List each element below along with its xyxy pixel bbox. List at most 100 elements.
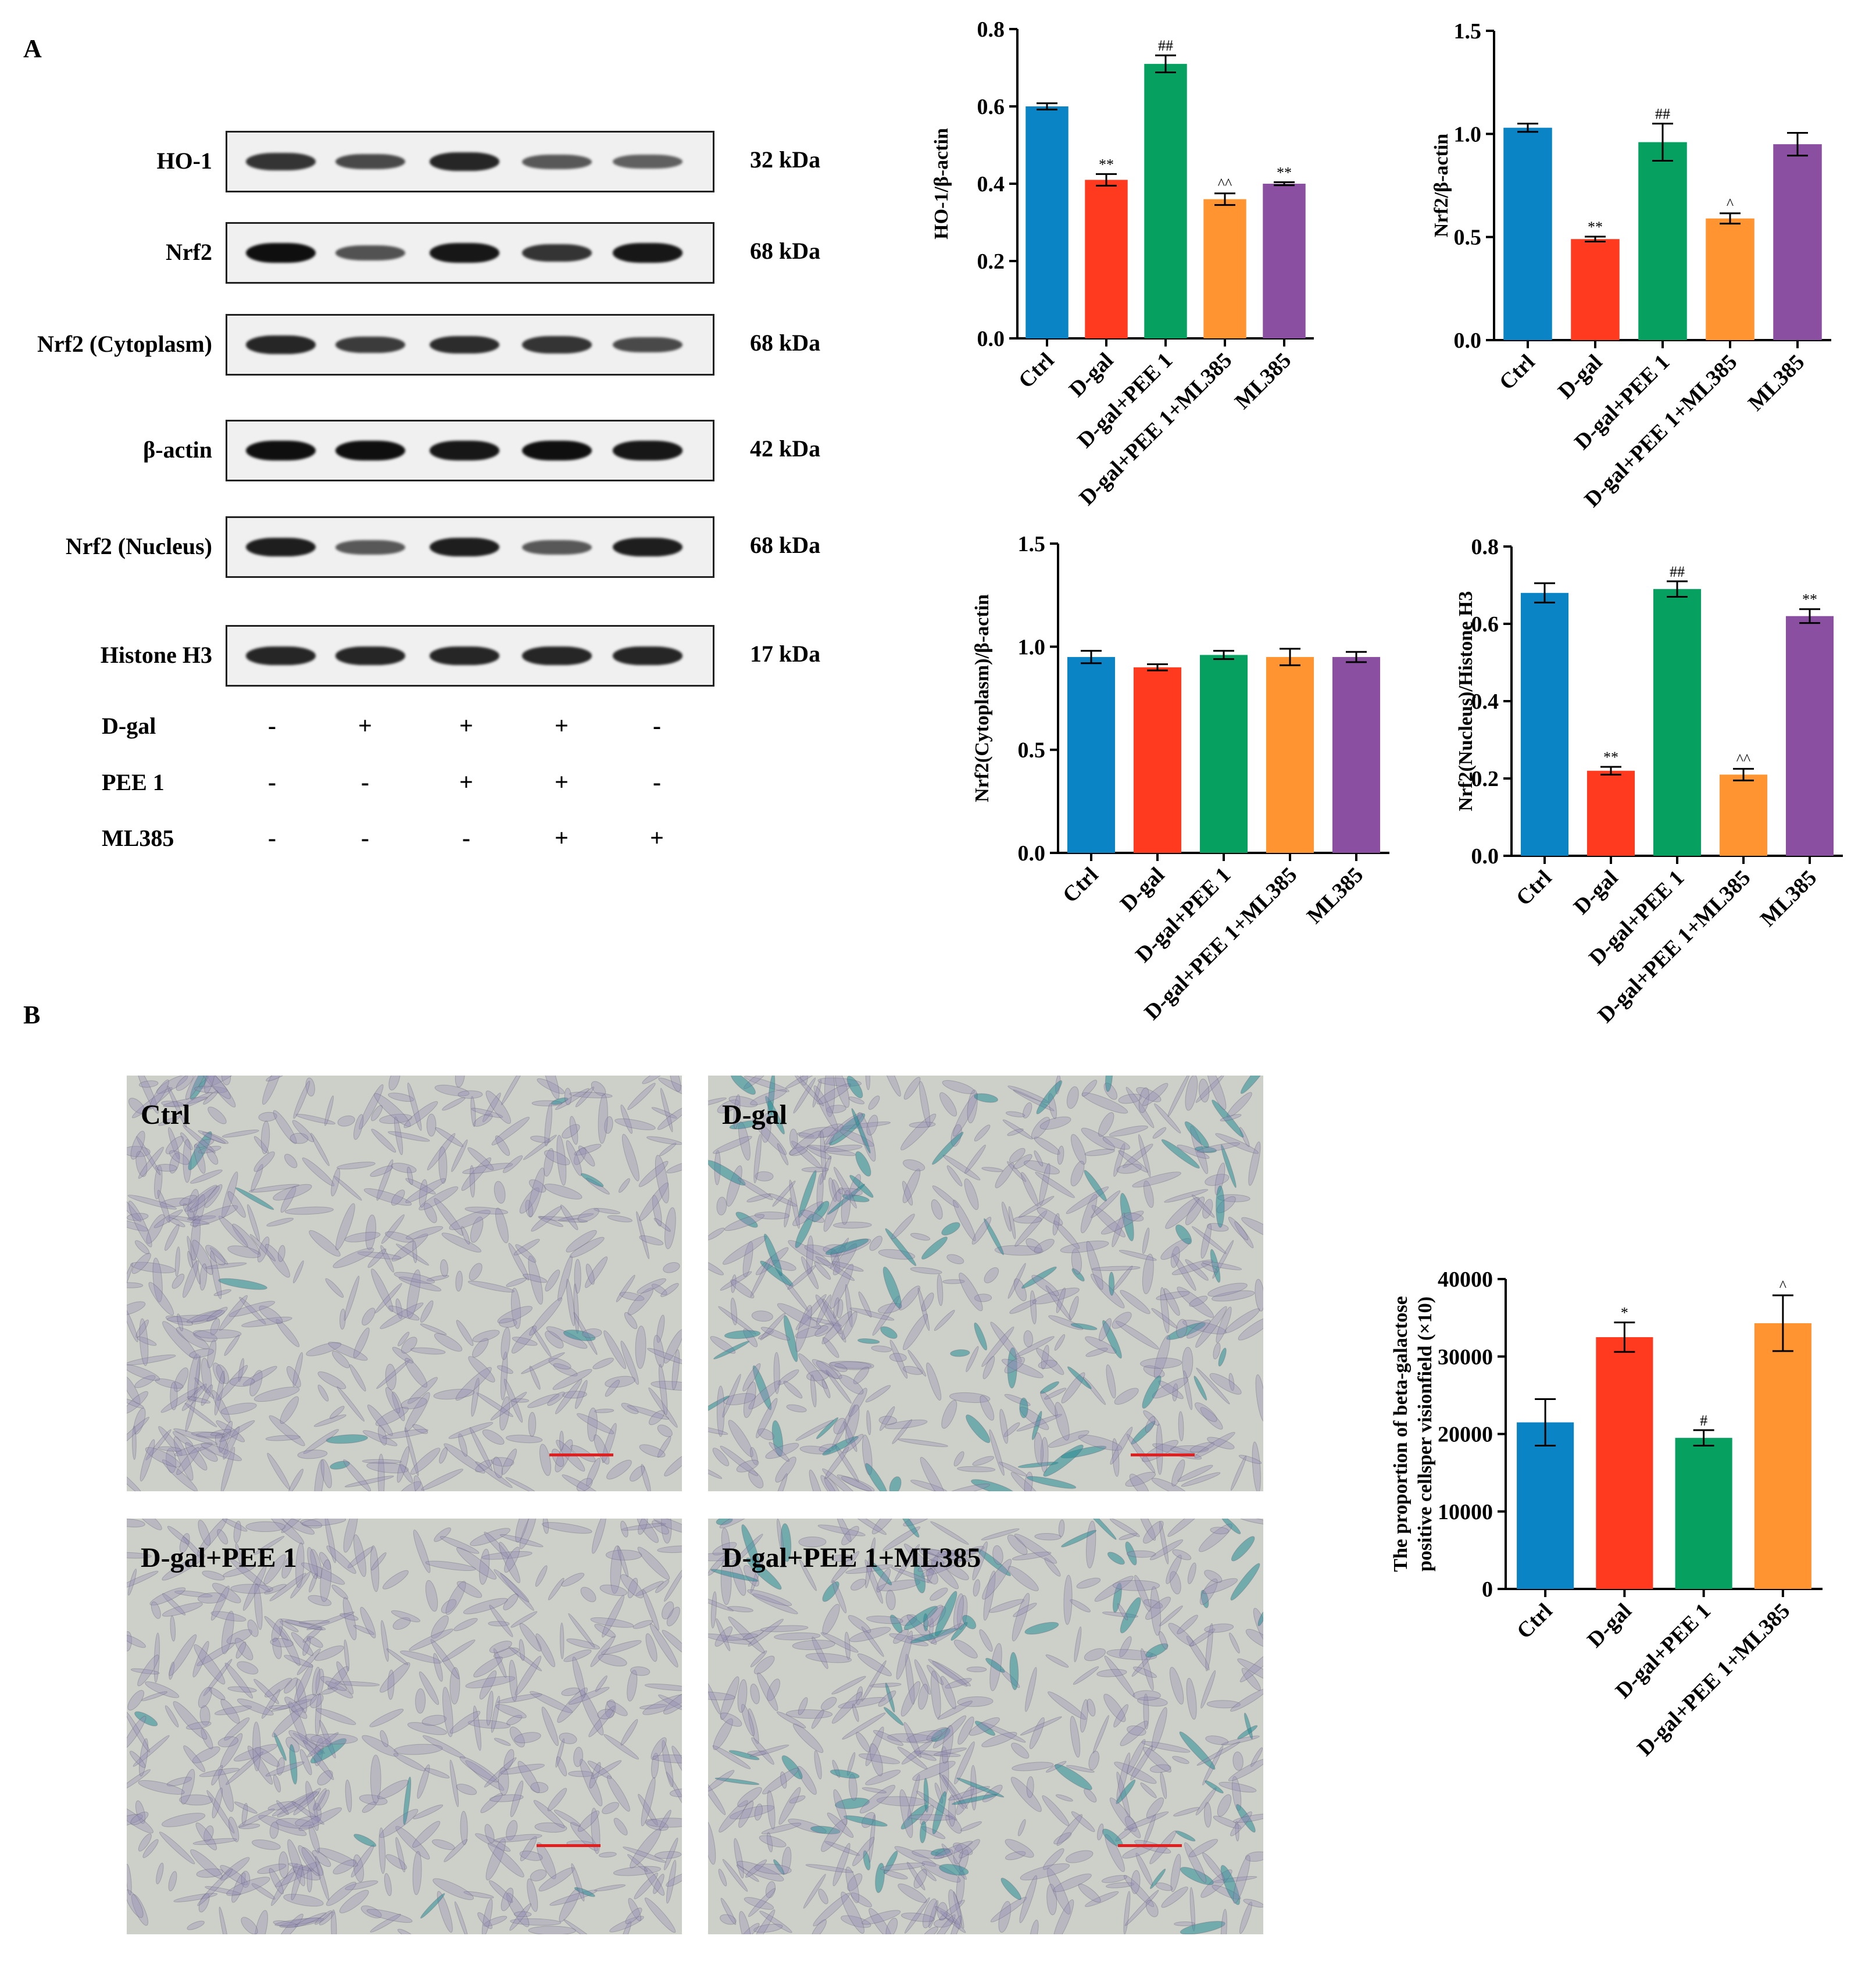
x-tick-label: ML385 — [1302, 863, 1368, 928]
bar — [1067, 657, 1116, 853]
microscopy-label: D-gal — [722, 1099, 787, 1130]
blot-label: β-actin — [143, 437, 212, 463]
treatment-sign: - — [361, 769, 369, 796]
bar — [1571, 239, 1620, 340]
chart-beta-gal: 0 10000 20000 30000 40000 The proportion of b… — [1390, 1267, 1823, 1761]
significance-mark: ** — [1277, 164, 1292, 181]
y-tick-label: 0.8 — [1471, 535, 1499, 559]
y-tick-label: 0.2 — [1471, 767, 1499, 791]
treatment-label: D-gal — [102, 713, 156, 739]
bar — [1266, 657, 1314, 853]
chart-nrf2: 0.00.51.01.5Nrf2/β-actinCtrl**D-gal##D-g… — [1431, 19, 1831, 512]
bar — [1199, 655, 1248, 853]
x-tick-label: ML385 — [1743, 350, 1809, 416]
y-axis-label: positive cellsper visionfield (×10) — [1414, 1296, 1436, 1571]
blot-band — [430, 537, 499, 557]
cell-texture — [127, 1076, 682, 1491]
blot-band — [613, 441, 682, 460]
bar — [1085, 180, 1128, 338]
y-tick-label: 10000 — [1438, 1500, 1493, 1524]
y-axis-label: Nrf2/β-actin — [1431, 134, 1452, 238]
bar — [1706, 218, 1754, 340]
blot-image — [226, 131, 714, 192]
blot-band — [335, 540, 405, 555]
blot-label: Nrf2 (Nucleus) — [65, 533, 212, 559]
y-tick-label: 0.0 — [1454, 328, 1482, 353]
y-tick-label: 0.2 — [977, 249, 1005, 274]
blot-image — [226, 516, 714, 578]
y-tick-label: 1.5 — [1018, 532, 1046, 556]
blot-band — [246, 441, 316, 460]
x-tick-label: Ctrl — [1511, 866, 1556, 910]
x-tick-label: D-gal — [1553, 350, 1607, 403]
blot-band — [335, 153, 405, 170]
bar — [1719, 774, 1768, 856]
bar — [1596, 1337, 1653, 1589]
blot-image — [226, 314, 714, 376]
y-tick-label: 0.4 — [977, 172, 1005, 197]
significance-mark: ^ — [1779, 1277, 1786, 1294]
significance-mark: ^^ — [1218, 176, 1232, 192]
x-tick-label: D-gal — [1569, 866, 1623, 919]
blot-band — [430, 243, 499, 263]
treatment-sign: + — [459, 769, 473, 796]
x-tick-label: Ctrl — [1058, 863, 1103, 908]
microscopy-label: D-gal+PEE 1+ML385 — [722, 1542, 981, 1573]
scale-bar — [549, 1453, 613, 1456]
blot-label: Histone H3 — [100, 642, 212, 668]
bar — [1675, 1438, 1732, 1589]
x-tick-label: ML385 — [1230, 348, 1296, 414]
significance-mark: # — [1700, 1412, 1707, 1429]
bar — [1517, 1422, 1574, 1589]
blot-band — [335, 245, 405, 260]
treatment-sign: - — [462, 825, 470, 852]
panel-b-letter: B — [23, 1001, 41, 1029]
y-tick-label: 0.0 — [1018, 841, 1046, 866]
y-tick-label: 0.6 — [1471, 612, 1499, 637]
treatment-sign: - — [653, 713, 661, 740]
blot-band — [246, 537, 316, 557]
chart-nrf2-nucleus: 0.0 0.2 0.4 0.6 0.8 Nrf2(Nucleus)/Histone H3 C… — [1455, 535, 1843, 1028]
treatment-label: ML385 — [102, 825, 174, 851]
blot-band — [335, 336, 405, 353]
blot-band — [613, 537, 682, 557]
treatment-sign: - — [361, 825, 369, 852]
treatment-sign: - — [268, 769, 276, 796]
scale-bar — [1118, 1844, 1182, 1847]
blot-kda: 42 kDa — [750, 435, 821, 462]
blot-band — [430, 335, 499, 354]
microscopy-image: Ctrl — [127, 1076, 682, 1491]
y-axis-label: Nrf2(Nucleus)/Histone H3 — [1455, 591, 1477, 812]
blot-band — [430, 152, 499, 171]
blot-image — [226, 625, 714, 687]
y-tick-label: 0.0 — [977, 327, 1005, 351]
bar — [1653, 589, 1702, 856]
treatment-sign: + — [459, 713, 473, 740]
bar — [1638, 142, 1687, 340]
y-tick-label: 40000 — [1438, 1267, 1493, 1292]
y-tick-label: 0.0 — [1471, 844, 1499, 869]
y-tick-label: 1.5 — [1454, 19, 1482, 44]
blot-image — [226, 420, 714, 481]
significance-mark: ** — [1603, 749, 1618, 766]
y-axis-label: HO-1/β-actin — [931, 128, 952, 240]
treatment-label: PEE 1 — [102, 769, 165, 795]
scale-bar — [1131, 1453, 1195, 1456]
bar — [1754, 1323, 1811, 1589]
significance-mark: ## — [1158, 37, 1173, 54]
blot-band — [522, 154, 592, 169]
bar — [1025, 106, 1069, 338]
microscopy-image: D-gal+PEE 1 — [127, 1519, 682, 1934]
significance-mark: ** — [1099, 156, 1114, 173]
y-tick-label: 0.6 — [977, 95, 1005, 119]
x-tick-label: D-gal — [1116, 863, 1169, 916]
y-tick-label: 20000 — [1438, 1423, 1493, 1447]
treatment-sign: + — [555, 769, 569, 796]
blot-band — [335, 441, 405, 460]
blot-band — [522, 540, 592, 555]
bar — [1203, 199, 1246, 338]
blot-kda: 68 kDa — [750, 532, 821, 558]
blot-band — [613, 337, 682, 353]
significance-mark: ^ — [1727, 195, 1734, 212]
chart-ho1: 0.0 0.2 0.4 0.6 0.8 HO-1/β-actin Ctrl ** D-gal ##… — [931, 17, 1314, 510]
